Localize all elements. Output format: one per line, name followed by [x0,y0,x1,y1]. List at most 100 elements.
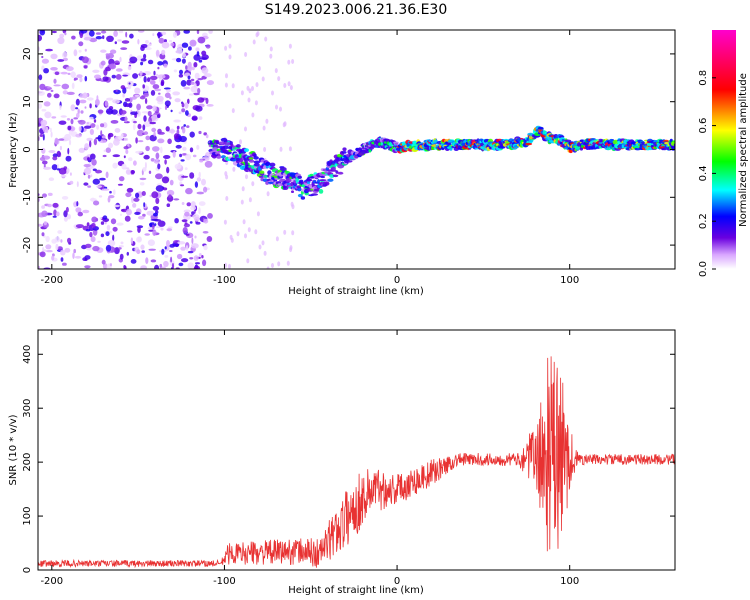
x-tick-label: 0 [394,275,400,286]
noise-dot [57,246,63,251]
noise-dot [41,205,45,209]
noise-dot [50,53,58,60]
noise-dot [83,182,89,186]
noise-dot [147,110,152,117]
noise-dot [193,265,201,269]
noise-dot [164,100,171,107]
noise-dot [41,58,50,64]
faint-dot [257,66,261,71]
noise-dot [112,162,118,169]
noise-dot [137,140,144,143]
noise-dot [163,260,169,268]
faint-dot [239,139,242,145]
ridge-dot [267,170,272,175]
noise-dot [181,202,185,205]
noise-dot [151,191,159,199]
noise-dot [123,137,129,142]
snr-series-line [38,356,675,569]
ridge-dot [267,181,275,184]
noise-dot [90,174,93,178]
noise-dot [190,78,195,82]
noise-dot [195,221,201,225]
noise-dot [49,127,52,133]
noise-dot [60,174,67,178]
noise-dot [191,211,195,215]
ridge-dot [318,189,324,194]
noise-dot [60,249,66,256]
faint-dot [261,240,265,246]
colorbar-tick-label: 0.4 [698,165,709,181]
noise-dot [97,240,101,243]
faint-dot [275,236,279,242]
noise-dot [143,121,152,127]
noise-dot [62,262,67,266]
noise-dot [181,219,188,223]
noise-dot [152,84,160,90]
noise-dot [77,211,84,217]
noise-dot [124,103,131,108]
noise-dot [141,111,150,114]
noise-dot [182,153,187,155]
noise-dot [42,160,48,165]
noise-dot [95,36,103,40]
noise-dot [171,262,175,269]
noise-dot [99,177,106,181]
noise-dot [167,138,172,145]
noise-dot [203,73,212,78]
noise-dot [151,127,157,133]
noise-dot [133,120,137,124]
faint-dot [224,45,228,51]
faint-dot [255,32,259,38]
noise-dot [205,134,209,139]
noise-dot [89,231,93,238]
noise-dot [208,30,213,34]
noise-dot [92,178,101,185]
noise-dot [187,65,193,72]
noise-dot [48,177,55,181]
noise-dot [147,59,154,65]
noise-dot [138,215,145,220]
noise-dot [80,110,84,114]
noise-dot [170,42,175,47]
noise-dot [76,112,80,119]
noise-dot [149,121,157,125]
faint-dot [244,126,247,132]
noise-dot [124,215,131,222]
noise-dot [191,243,199,249]
noise-dot [183,86,191,90]
noise-dot [99,217,102,220]
noise-dot [194,216,200,222]
noise-dot [121,163,127,170]
ridge-dot [308,179,312,182]
noise-dot [154,264,160,269]
noise-dot [143,202,146,208]
noise-dot [95,32,101,35]
noise-dot [149,222,153,228]
noise-dot [100,130,103,137]
noise-dot [65,206,69,213]
noise-dot [130,237,134,245]
ridge-dot [311,193,318,196]
noise-dot [150,158,155,162]
noise-dot [197,78,204,81]
noise-dot [206,236,213,242]
noise-dot [126,251,129,256]
noise-dot [189,147,194,153]
noise-dot [114,41,118,45]
noise-dot [118,247,122,250]
noise-dot [163,155,171,159]
ridge-dot [670,141,675,146]
noise-dot [169,179,174,186]
noise-dot [50,67,58,71]
noise-dot [164,105,168,110]
noise-dot [77,120,83,123]
noise-dot [127,82,132,90]
noise-dot [128,157,133,162]
noise-dot [181,258,189,263]
noise-dot [180,184,185,187]
noise-dot [67,237,72,244]
faint-dot [262,125,266,131]
noise-dot [79,32,84,39]
noise-dot [185,110,189,116]
faint-dot [231,108,235,114]
